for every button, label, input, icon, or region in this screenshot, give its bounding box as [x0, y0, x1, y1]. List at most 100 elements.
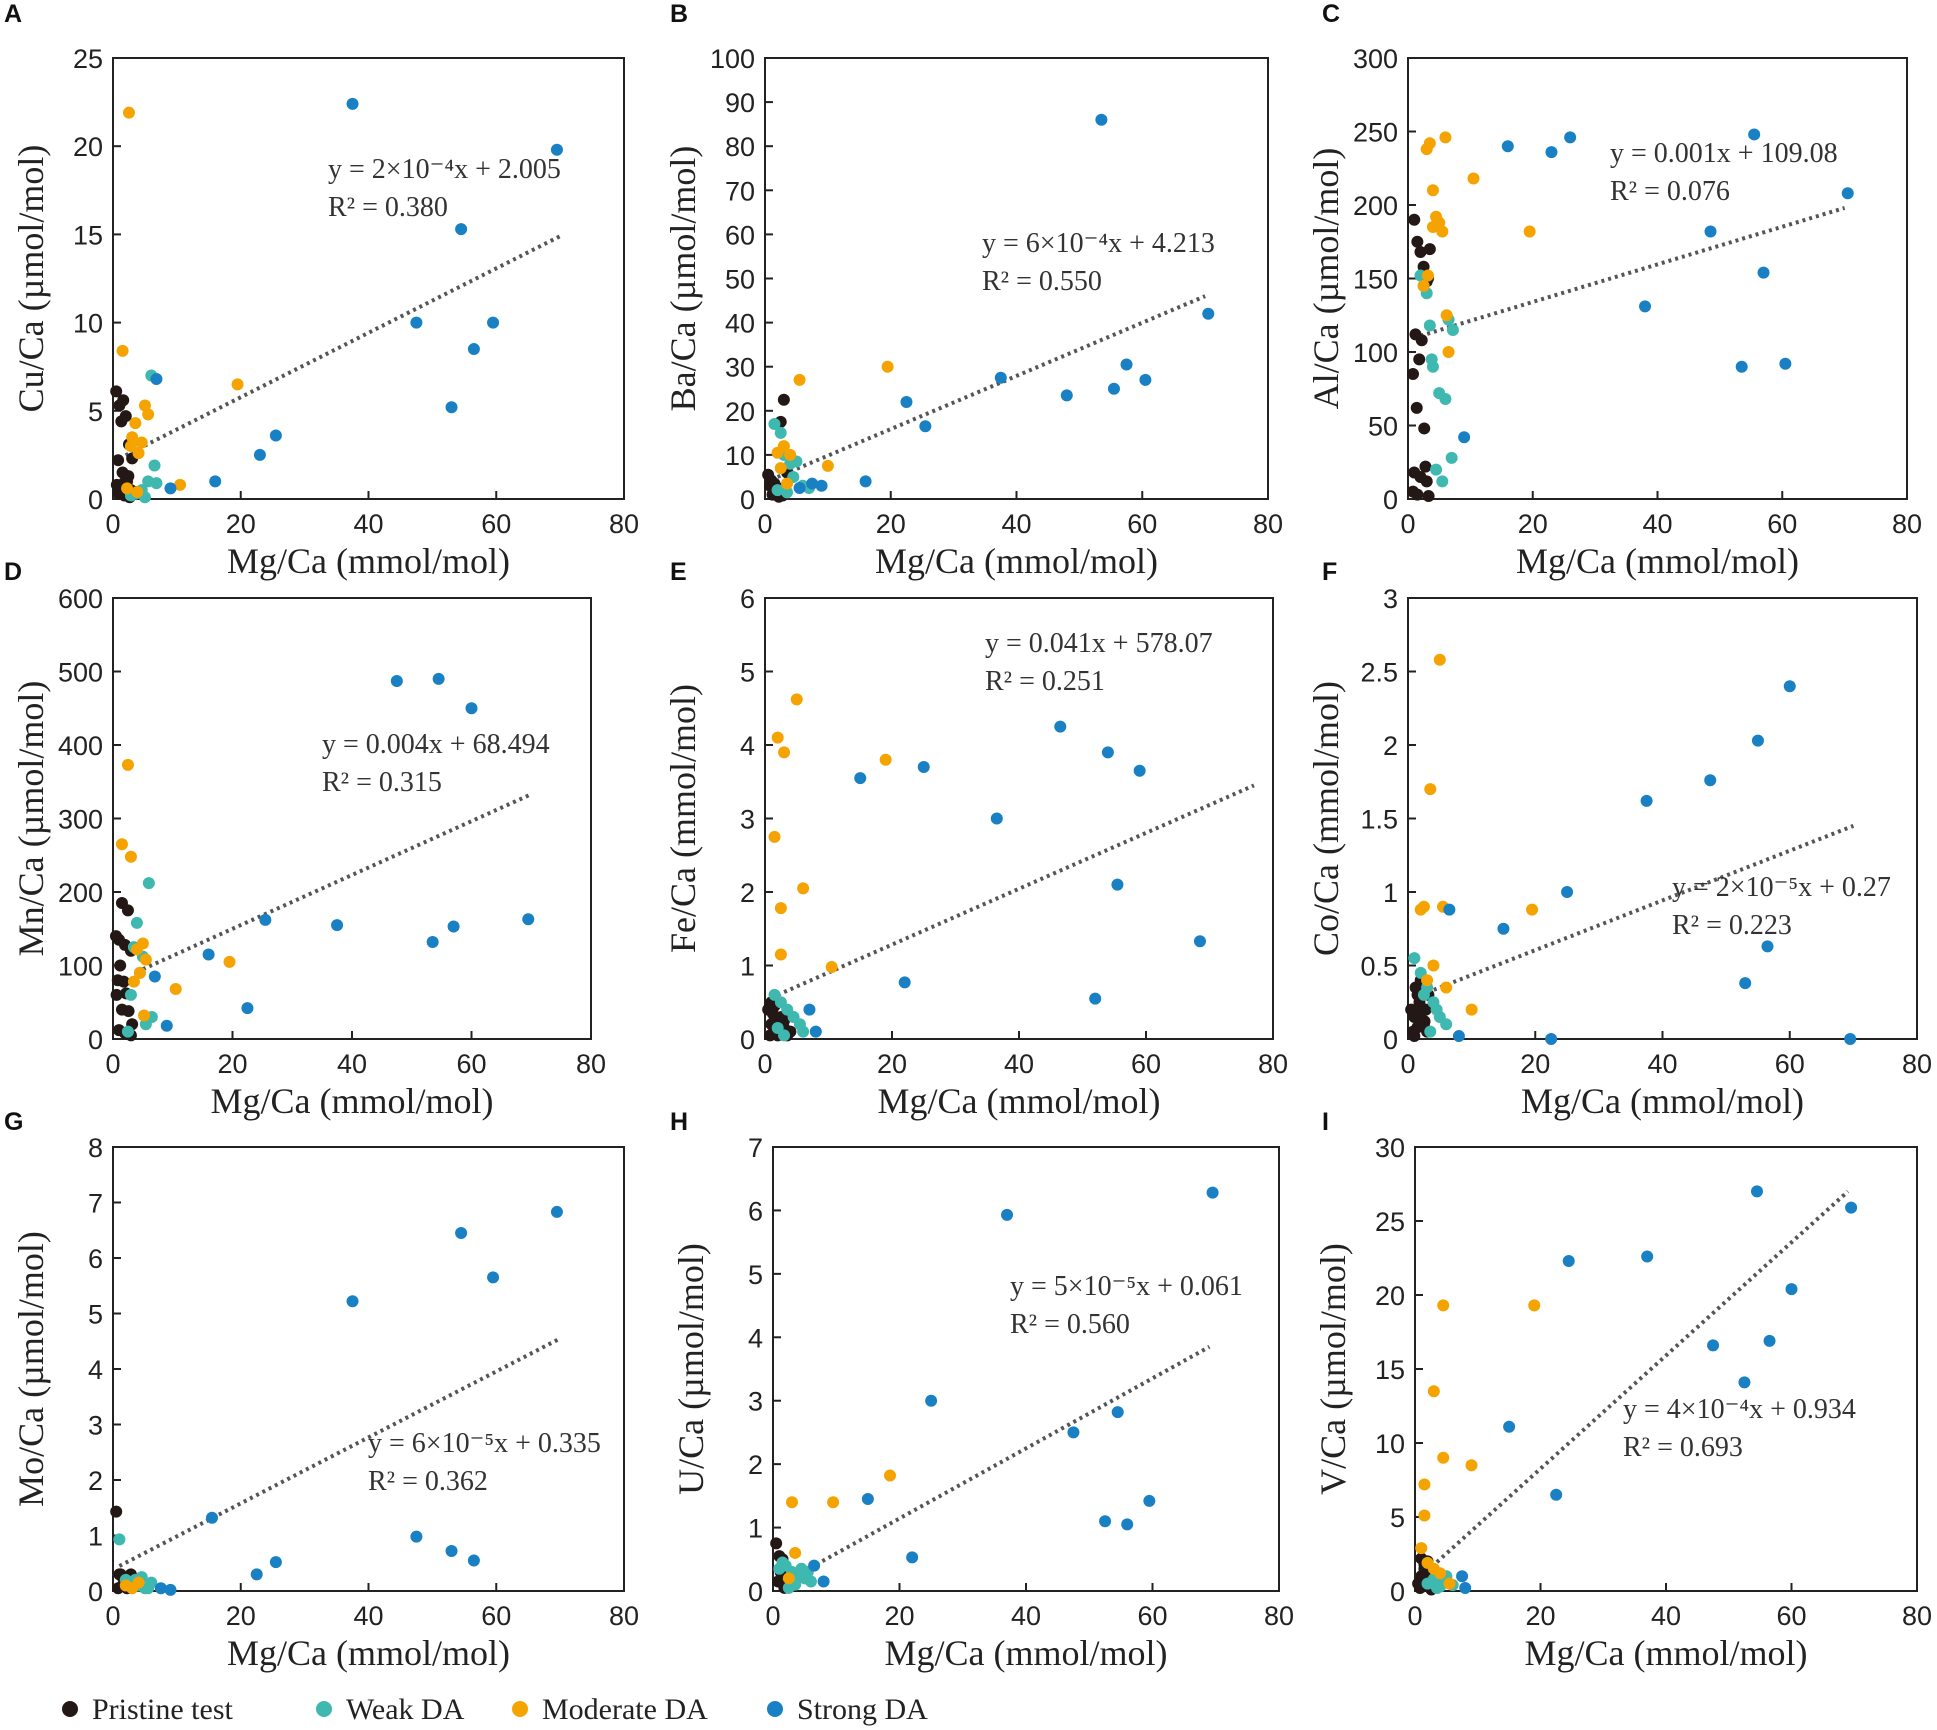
data-point [797, 882, 810, 895]
panel-letter: A [4, 0, 22, 28]
data-point [854, 772, 867, 785]
x-tick-label: 0 [757, 509, 772, 539]
panel-a: A 0 20 40 60 80 0 5 10 15 20 25 Mg/Ca (mmol/mol) Cu/C… [4, 0, 639, 581]
y-tick-label: 2 [748, 1450, 763, 1480]
data-point [1704, 225, 1717, 238]
series-moderate-da [116, 106, 244, 498]
data-point [1562, 1254, 1575, 1267]
legend-marker [767, 1701, 783, 1717]
y-tick-label: 300 [1353, 44, 1398, 74]
y-tick-label: 0 [748, 1577, 763, 1607]
data-point [1424, 783, 1437, 796]
data-point [131, 485, 144, 498]
data-point [776, 1556, 789, 1569]
regression-equation: y = 0.004x + 68.494 [322, 729, 550, 760]
y-tick-label: 5 [1390, 1503, 1405, 1533]
data-point [135, 436, 148, 449]
data-point [1421, 269, 1434, 282]
x-tick-label: 80 [609, 1601, 639, 1631]
data-point [150, 373, 163, 386]
y-tick-label: 15 [73, 220, 103, 250]
x-tick-label: 40 [337, 1049, 367, 1079]
data-point [1440, 981, 1453, 994]
data-point [1844, 1033, 1857, 1045]
data-point [154, 1582, 167, 1595]
x-tick-label: 20 [1525, 1601, 1555, 1631]
series-moderate-da [1415, 1299, 1541, 1590]
plot-frame [1407, 597, 1918, 1040]
plot-frame [1407, 57, 1908, 500]
data-point [132, 447, 145, 460]
data-point [1408, 1030, 1421, 1043]
data-point [467, 343, 480, 356]
data-point [774, 902, 787, 915]
data-point [130, 916, 143, 929]
panel-letter: E [670, 558, 687, 586]
data-point [122, 1005, 135, 1018]
x-tick-label: 40 [353, 1601, 383, 1631]
data-point [1099, 1515, 1112, 1528]
data-point [124, 440, 137, 453]
data-point [771, 446, 784, 459]
x-tick-label: 80 [1902, 1601, 1932, 1631]
data-point [1101, 746, 1114, 759]
data-point [1437, 1299, 1450, 1312]
y-tick-label: 6 [748, 1196, 763, 1226]
legend-label: Strong DA [797, 1693, 928, 1726]
data-point [467, 1554, 480, 1567]
data-point [1411, 235, 1424, 248]
data-point [253, 448, 266, 461]
data-point [1423, 319, 1436, 332]
data-point [1413, 353, 1426, 366]
series-moderate-da [119, 1576, 145, 1595]
data-point [808, 1559, 821, 1572]
y-axis-title: Al/Ca (µmol/mol) [1306, 148, 1346, 410]
data-point [1456, 1570, 1469, 1583]
data-point [1465, 1003, 1478, 1016]
y-axis-title: V/Ca (µmol/mol) [1313, 1243, 1353, 1495]
x-tick-label: 0 [105, 1049, 120, 1079]
y-tick-label: 400 [58, 731, 103, 761]
trend-line [784, 1345, 1211, 1584]
data-point [136, 937, 149, 950]
data-point [825, 960, 838, 973]
y-tick-label: 3 [748, 1387, 763, 1417]
x-tick-label: 60 [1131, 1049, 1161, 1079]
series-strong-da [150, 97, 563, 495]
r-squared: R² = 0.362 [368, 1466, 488, 1497]
data-point [202, 948, 215, 961]
data-point [1465, 1459, 1478, 1472]
y-tick-label: 100 [1353, 338, 1398, 368]
data-point [1067, 1426, 1080, 1439]
data-point [806, 477, 819, 490]
data-point [209, 475, 222, 488]
y-tick-label: 1 [748, 1514, 763, 1544]
data-point [1410, 401, 1423, 414]
data-point [522, 913, 535, 926]
data-point [774, 426, 787, 439]
y-axis-title: Co/Ca (mmol/mol) [1306, 681, 1346, 956]
series-weak-da [1408, 952, 1453, 1038]
data-point [465, 702, 478, 715]
data-point [1497, 922, 1510, 935]
panel-letter: I [1322, 1108, 1329, 1136]
data-point [990, 812, 1003, 825]
data-point [1738, 1376, 1751, 1389]
data-point [432, 672, 445, 685]
data-point [771, 1021, 784, 1034]
panel-b: B 0 20 40 60 80 0 10 20 30 40 50 60 70 80 90 100 Mg/Ca (m… [663, 0, 1283, 581]
x-tick-label: 20 [1520, 1049, 1550, 1079]
data-point [781, 486, 794, 499]
data-point [782, 1581, 795, 1594]
data-point [110, 385, 123, 398]
data-point [1707, 1339, 1720, 1352]
data-point [1417, 988, 1430, 1001]
x-axis-title: Mg/Ca (mmol/mol) [227, 1633, 510, 1673]
panel-letter: D [4, 558, 22, 586]
data-point [784, 448, 797, 461]
regression-equation: y = 4×10⁻⁴x + 0.934 [1623, 1394, 1856, 1425]
x-tick-label: 0 [105, 509, 120, 539]
legend-label: Weak DA [346, 1693, 465, 1726]
data-point [1418, 1478, 1431, 1491]
y-tick-label: 20 [73, 132, 103, 162]
